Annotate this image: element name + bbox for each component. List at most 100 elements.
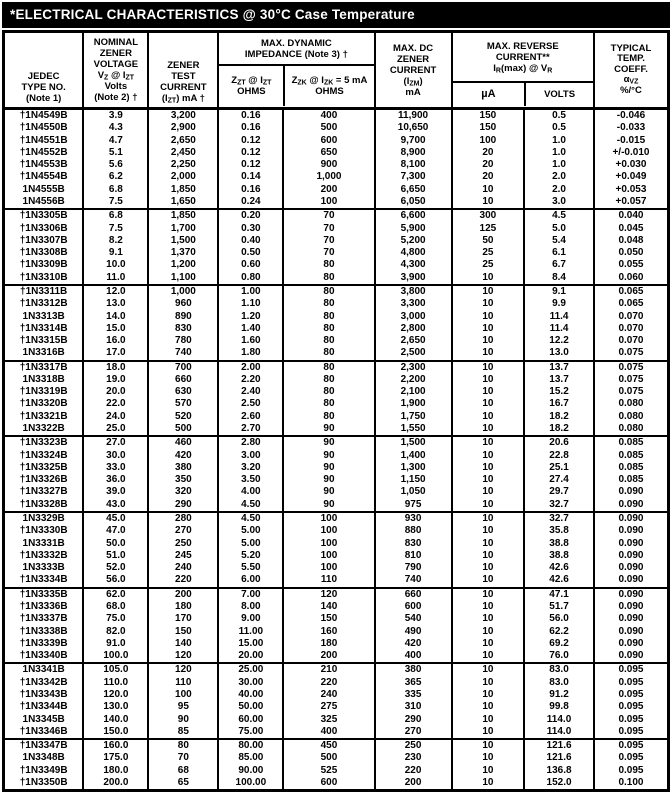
cell-zzk-ohms: 160 [282,625,376,638]
cell-zzt-ohms: 0.14 [217,171,285,184]
cell-zzt-ohms: 2.40 [217,386,285,399]
cell-zzt-ohms: 100.00 [217,776,285,791]
cell-max-dc-zener-current: 11,900 [373,108,453,123]
cell-reverse-current-ua: 20 [450,159,526,172]
cell-zener-test-current: 890 [147,310,220,323]
cell-zzk-ohms: 80 [282,322,376,336]
cell-zzt-ohms: 5.00 [217,537,285,550]
cell-reverse-current-ua: 150 [450,108,526,123]
col-header-nominal-zener-voltage: NOMINAL ZENER VOLTAGE VZ @ IZT Volts (Note 2)… [82,30,150,110]
cell-zener-test-current: 420 [147,449,220,462]
table-row: 1N3316B 17.0 740 1.80 80 2,500 10 13.0 0.075 [2,347,670,361]
cell-max-dc-zener-current: 930 [373,512,453,526]
cell-zener-test-current: 3,200 [147,108,220,123]
cell-type-no: †1N3306B [2,222,85,235]
cell-zener-test-current: 2,900 [147,122,220,135]
cell-nominal-zener-voltage: 15.0 [82,322,150,336]
cell-zener-test-current: 320 [147,486,220,499]
cell-zzt-ohms: 1.10 [217,298,285,311]
cell-max-dc-zener-current: 490 [373,625,453,638]
cell-nominal-zener-voltage: 18.0 [82,360,150,374]
cell-zener-test-current: 500 [147,423,220,437]
cell-nominal-zener-voltage: 45.0 [82,512,150,526]
cell-reverse-current-ua: 10 [450,587,526,601]
cell-zzt-ohms: 0.80 [217,271,285,285]
cell-type-no: †1N3346B [2,725,85,740]
cell-type-no: †1N3319B [2,386,85,399]
table-row: †1N3320B 22.0 570 2.50 80 1,900 10 16.7 0.080 [2,398,670,411]
cell-type-no: †1N3336B [2,600,85,614]
cell-temp-coeff: 0.075 [592,373,670,387]
cell-zener-test-current: 570 [147,398,220,411]
table-row: †1N3339B 91.0 140 15.00 180 420 10 69.2 0.090 [2,637,670,651]
cell-temp-coeff: 0.080 [592,423,670,437]
table-row: 1N3341B 105.0 120 25.00 210 380 10 83.0 0.095 [2,663,670,677]
cell-nominal-zener-voltage: 6.2 [82,171,150,184]
cell-reverse-current-ua: 10 [450,195,526,210]
cell-reverse-current-ua: 10 [450,739,526,753]
cell-reverse-current-ua: 10 [450,525,526,538]
cell-nominal-zener-voltage: 5.1 [82,146,150,160]
cell-reverse-current-ua: 10 [450,562,526,575]
cell-zener-test-current: 780 [147,335,220,348]
cell-reverse-current-volts: 0.5 [523,122,595,135]
cell-type-no: †1N3330B [2,525,85,538]
cell-zener-test-current: 1,850 [147,183,220,196]
cell-type-no: †1N3337B [2,613,85,626]
cell-reverse-current-ua: 10 [450,347,526,361]
cell-max-dc-zener-current: 400 [373,650,453,664]
cell-zzk-ohms: 900 [282,159,376,172]
cell-zener-test-current: 350 [147,474,220,487]
cell-temp-coeff: 0.075 [592,360,670,374]
cell-type-no: †1N3340B [2,650,85,664]
cell-max-dc-zener-current: 3,800 [373,284,453,299]
cell-zzt-ohms: 2.70 [217,423,285,437]
table-row: †1N3307B 8.2 1,500 0.40 70 5,200 50 5.4 0.048 [2,234,670,248]
cell-nominal-zener-voltage: 8.2 [82,234,150,248]
cell-max-dc-zener-current: 975 [373,498,453,512]
cell-reverse-current-ua: 10 [450,449,526,462]
cell-zener-test-current: 80 [147,739,220,753]
cell-temp-coeff: 0.048 [592,234,670,248]
cell-temp-coeff: 0.100 [592,776,670,791]
cell-reverse-current-ua: 10 [450,764,526,777]
cell-reverse-current-ua: 10 [450,322,526,336]
cell-max-dc-zener-current: 8,900 [373,146,453,160]
cell-nominal-zener-voltage: 6.8 [82,183,150,196]
cell-zzt-ohms: 11.00 [217,625,285,638]
cell-temp-coeff: 0.095 [592,725,670,740]
cell-type-no: †1N3349B [2,764,85,777]
table-row: †1N3343B 120.0 100 40.00 240 335 10 91.2 0.095 [2,688,670,702]
cell-zzk-ohms: 450 [282,739,376,753]
cell-zener-test-current: 1,500 [147,234,220,248]
cell-temp-coeff: 0.090 [592,525,670,538]
cell-reverse-current-volts: 22.8 [523,449,595,462]
cell-nominal-zener-voltage: 19.0 [82,373,150,387]
cell-reverse-current-ua: 50 [450,234,526,248]
cell-nominal-zener-voltage: 27.0 [82,436,150,450]
cell-zzt-ohms: 0.50 [217,247,285,260]
cell-zener-test-current: 460 [147,436,220,450]
table-row: †1N3317B 18.0 700 2.00 80 2,300 10 13.7 0.075 [2,360,670,374]
table-row: †1N3332B 51.0 245 5.20 100 810 10 38.8 0.090 [2,549,670,563]
cell-zener-test-current: 100 [147,688,220,702]
col-header-zener-test-current: ZENER TEST CURRENT (IZT) mA † [147,30,220,110]
cell-nominal-zener-voltage: 180.0 [82,764,150,777]
cell-reverse-current-ua: 125 [450,222,526,235]
cell-reverse-current-volts: 2.0 [523,171,595,184]
col-header-jedec-type-no: JEDEC TYPE NO. (Note 1) [2,30,85,110]
cell-max-dc-zener-current: 2,500 [373,347,453,361]
cell-max-dc-zener-current: 5,900 [373,222,453,235]
cell-type-no: †1N3307B [2,234,85,248]
table-row: 1N3329B 45.0 280 4.50 100 930 10 32.7 0.090 [2,512,670,526]
cell-zzt-ohms: 0.60 [217,259,285,272]
table-row: †1N3340B 100.0 120 20.00 200 400 10 76.0 0.090 [2,650,670,664]
col-header-max-dynamic-impedance: MAX. DYNAMIC IMPEDANCE (Note 3) † ZZT @ I… [217,30,376,110]
cell-zzt-ohms: 0.24 [217,195,285,210]
row-group: †1N4549B 3.9 3,200 0.16 400 11,900 150 0.5 -0.04… [2,108,670,210]
table-row: †1N3334B 56.0 220 6.00 110 740 10 42.6 0.090 [2,574,670,588]
table-row: †1N3327B 39.0 320 4.00 90 1,050 10 29.7 0.090 [2,486,670,499]
cell-type-no: 1N3345B [2,713,85,726]
cell-nominal-zener-voltage: 56.0 [82,574,150,588]
cell-max-dc-zener-current: 290 [373,713,453,726]
